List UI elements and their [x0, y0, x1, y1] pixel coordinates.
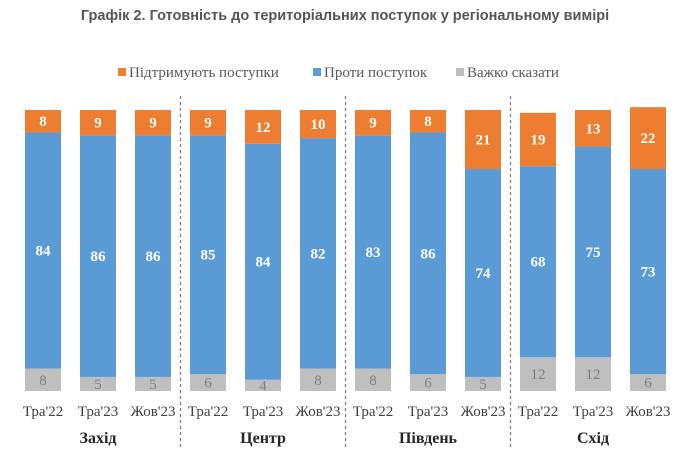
bar-segment — [300, 138, 336, 369]
bar-segment — [135, 376, 171, 391]
x-tick-label: Тра'22 — [23, 404, 63, 420]
x-tick-label: Жов'23 — [626, 404, 671, 420]
data-label: 5 — [479, 377, 487, 393]
x-tick-label: Тра'23 — [408, 404, 448, 420]
bar-segment — [190, 374, 226, 391]
data-label: 4 — [259, 378, 267, 394]
bar-segment — [25, 132, 61, 369]
x-tick-label: Тра'23 — [573, 404, 613, 420]
bar-segment — [410, 110, 446, 133]
x-tick-label: Тра'22 — [188, 404, 228, 420]
data-label: 5 — [149, 377, 157, 393]
group-label: Захід — [80, 430, 117, 447]
x-tick-label: Жов'23 — [296, 404, 341, 420]
bar-segment — [630, 169, 666, 375]
data-label: 13 — [586, 121, 601, 137]
bar-segment — [245, 110, 281, 144]
x-tick-label: Тра'22 — [518, 404, 558, 420]
group-label: Південь — [399, 430, 458, 447]
data-label: 12 — [586, 367, 601, 383]
group-label: Схід — [577, 430, 609, 447]
data-label: 5 — [94, 377, 102, 393]
bar-segment — [80, 376, 116, 391]
bar-segment — [135, 110, 171, 136]
bar-segment — [630, 374, 666, 391]
bar-segment — [520, 357, 556, 391]
bar-segment — [80, 135, 116, 377]
data-label: 73 — [641, 265, 656, 281]
data-label: 86 — [91, 249, 107, 265]
data-label: 8 — [39, 114, 47, 130]
x-tick-label: Жов'23 — [461, 404, 506, 420]
bar-segment — [630, 107, 666, 170]
data-label: 10 — [311, 117, 326, 133]
data-label: 6 — [424, 376, 432, 392]
data-label: 21 — [476, 133, 491, 149]
data-label: 74 — [476, 266, 492, 282]
data-label: 9 — [149, 116, 157, 132]
bar-segment — [190, 110, 226, 136]
bar-segment — [465, 376, 501, 391]
legend-label: Важко сказати — [467, 65, 559, 81]
data-label: 8 — [39, 373, 47, 389]
bar-segment — [80, 110, 116, 136]
chart-title: Графік 2. Готовність до територіальних п… — [80, 8, 610, 24]
data-label: 9 — [204, 116, 212, 132]
legend-label: Проти поступок — [324, 65, 428, 81]
bar-segment — [355, 110, 391, 136]
bar-segment — [190, 135, 226, 375]
bar-segment — [300, 110, 336, 139]
data-label: 8 — [369, 373, 377, 389]
data-label: 6 — [204, 376, 212, 392]
bar-segment — [520, 112, 556, 167]
bar-segment — [520, 166, 556, 358]
x-tick-label: Жов'23 — [131, 404, 176, 420]
data-label: 9 — [369, 116, 377, 132]
data-label: 8 — [424, 114, 432, 130]
data-label: 9 — [94, 116, 102, 132]
group-label: Центр — [240, 430, 286, 447]
data-label: 68 — [531, 255, 546, 271]
bar-segment — [25, 368, 61, 391]
data-label: 83 — [366, 245, 381, 261]
legend-swatch — [118, 68, 126, 76]
bar-segment — [575, 357, 611, 391]
legend-label: Підтримують поступки — [129, 65, 279, 81]
bar-segment — [135, 135, 171, 377]
data-label: 12 — [256, 120, 271, 136]
bar-segment — [245, 379, 281, 391]
data-label: 19 — [531, 133, 546, 149]
data-label: 85 — [201, 248, 216, 264]
bar-segment — [355, 368, 391, 391]
data-label: 22 — [641, 131, 656, 147]
bar-segment — [410, 374, 446, 391]
bar-segment — [575, 110, 611, 147]
data-label: 84 — [36, 244, 52, 260]
data-label: 8 — [314, 373, 322, 389]
legend-swatch — [313, 68, 321, 76]
bar-segment — [245, 143, 281, 380]
bar-segment — [300, 368, 336, 391]
data-label: 12 — [531, 367, 546, 383]
data-label: 86 — [421, 246, 437, 262]
data-label: 86 — [146, 249, 162, 265]
bar-segment — [575, 146, 611, 358]
bar-segment — [465, 110, 501, 170]
x-tick-label: Тра'22 — [353, 404, 393, 420]
x-tick-label: Тра'23 — [78, 404, 118, 420]
bar-segment — [25, 110, 61, 133]
bar-segment — [465, 169, 501, 377]
legend-swatch — [456, 68, 464, 76]
data-label: 75 — [586, 245, 601, 261]
data-label: 6 — [644, 376, 652, 392]
data-label: 82 — [311, 246, 326, 262]
x-tick-label: Тра'23 — [243, 404, 283, 420]
bar-segment — [355, 135, 391, 369]
data-label: 84 — [256, 255, 272, 271]
bar-segment — [410, 132, 446, 375]
